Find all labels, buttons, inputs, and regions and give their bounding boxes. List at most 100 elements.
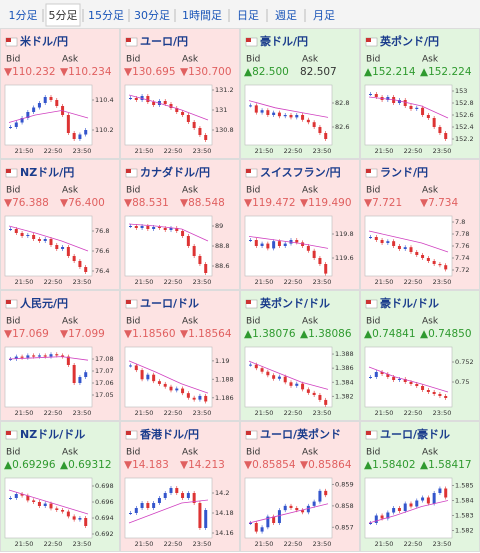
x-tick-label: 21:50 xyxy=(135,278,154,286)
x-tick-label: 21:50 xyxy=(255,278,274,286)
pair-name[interactable]: ユーロ/ドル xyxy=(140,297,199,310)
y-tick-label: 76.6 xyxy=(95,247,109,255)
candle xyxy=(324,133,328,139)
ask-value: ▲0.74850 xyxy=(420,328,472,340)
mini-chart-area[interactable] xyxy=(244,215,333,277)
candle xyxy=(198,395,202,400)
pair-name[interactable]: ランド/円 xyxy=(380,166,428,179)
flag-icon-mark xyxy=(126,169,131,173)
moving-average xyxy=(368,96,449,119)
candle xyxy=(169,228,173,230)
moving-average xyxy=(8,225,89,252)
pair-name[interactable]: 英ポンド/ドル xyxy=(259,296,330,310)
candle xyxy=(444,133,448,139)
x-tick-label: 23:50 xyxy=(433,409,452,417)
ask-value: ▼17.099 xyxy=(60,328,105,340)
candle xyxy=(186,236,190,246)
candle xyxy=(289,505,293,508)
candle xyxy=(169,488,173,493)
bid-value: ▼88.531 xyxy=(124,197,169,209)
y-tick-label: 153 xyxy=(455,87,467,95)
candle xyxy=(386,374,390,377)
y-tick-label: 1.382 xyxy=(335,392,354,400)
tab[interactable]: 30分足 xyxy=(134,9,170,22)
y-tick-label: 1.386 xyxy=(335,364,354,372)
ask-value: ▼130.700 xyxy=(180,66,232,78)
candle xyxy=(146,374,150,380)
bid-label: Bid xyxy=(6,55,20,65)
candle xyxy=(186,115,190,122)
mini-chart-area[interactable] xyxy=(364,84,453,146)
flag-icon-mark xyxy=(366,38,371,42)
mini-chart-area[interactable] xyxy=(124,215,213,277)
mini-chart-area[interactable] xyxy=(364,346,453,408)
candle xyxy=(415,107,419,109)
pair-name[interactable]: スイスフラン/円 xyxy=(260,166,341,179)
pair-name[interactable]: 豪ドル/ドル xyxy=(380,296,439,310)
y-tick-label: 14.16 xyxy=(215,529,234,537)
x-tick-label: 21:50 xyxy=(15,409,34,417)
pair-name[interactable]: NZドル/ドル xyxy=(20,428,85,441)
pair-name[interactable]: 米ドル/円 xyxy=(19,34,68,48)
y-tick-label: 76.8 xyxy=(95,227,109,235)
flag-icon-mark xyxy=(366,431,371,435)
flag-icon-mark xyxy=(246,300,251,304)
pair-name[interactable]: 人民元/円 xyxy=(20,296,68,310)
pair-name[interactable]: カナダドル/円 xyxy=(140,165,210,179)
bid-value: ▲152.214 xyxy=(364,66,416,78)
tab[interactable]: 週足 xyxy=(275,9,297,22)
candle xyxy=(432,493,436,504)
candle xyxy=(140,96,144,100)
candle xyxy=(26,355,30,358)
mini-chart-area[interactable] xyxy=(124,84,213,146)
mini-chart-area[interactable] xyxy=(4,215,93,277)
x-tick-label: 23:50 xyxy=(313,540,332,548)
x-tick-label: 21:50 xyxy=(135,409,154,417)
pair-name[interactable]: ユーロ/英ポンド xyxy=(260,427,341,441)
candle xyxy=(134,508,138,513)
candle xyxy=(84,372,88,377)
bid-value: ▲1.38076 xyxy=(244,328,296,340)
moving-average xyxy=(128,94,209,121)
y-tick-label: 110.4 xyxy=(95,96,114,104)
mini-chart-area[interactable] xyxy=(364,477,453,539)
y-tick-label: 0.75 xyxy=(455,378,469,386)
mini-chart-area[interactable] xyxy=(364,215,453,277)
pair-name[interactable]: ユーロ/円 xyxy=(140,35,188,48)
pair-name[interactable]: 英ポンド/円 xyxy=(379,34,439,48)
candle xyxy=(20,494,24,496)
ask-label: Ask xyxy=(62,55,79,65)
pair-name[interactable]: NZドル/円 xyxy=(20,166,74,179)
tab[interactable]: 日足 xyxy=(237,9,259,22)
pair-name[interactable]: ユーロ/豪ドル xyxy=(380,427,450,441)
ask-label: Ask xyxy=(302,186,319,196)
x-tick-label: 21:50 xyxy=(255,147,274,155)
candle xyxy=(392,508,396,513)
candle xyxy=(55,508,59,510)
ask-value: ▼1.18564 xyxy=(180,328,232,340)
moving-average xyxy=(368,500,449,524)
tab[interactable]: 1時間足 xyxy=(182,9,222,22)
candle xyxy=(272,112,276,115)
y-tick-label: 17.06 xyxy=(95,379,114,387)
tab[interactable]: 5分足 xyxy=(49,9,78,22)
mini-chart-area[interactable] xyxy=(124,346,213,408)
candle xyxy=(134,98,138,100)
tab[interactable]: 月足 xyxy=(313,9,335,22)
pair-name[interactable]: 豪ドル/円 xyxy=(260,34,308,48)
mini-chart-area[interactable] xyxy=(244,477,333,539)
mini-chart-area[interactable] xyxy=(4,477,93,539)
tab[interactable]: 15分足 xyxy=(88,9,124,22)
candle xyxy=(277,112,281,117)
candle xyxy=(169,386,173,391)
candle xyxy=(55,245,59,249)
mini-chart-area[interactable] xyxy=(244,84,333,146)
tab[interactable]: 1分足 xyxy=(9,9,38,22)
y-tick-label: 7.74 xyxy=(455,254,469,262)
candle xyxy=(324,264,328,274)
candle xyxy=(380,372,384,374)
pair-name[interactable]: 香港ドル/円 xyxy=(139,427,199,441)
x-tick-label: 23:50 xyxy=(73,540,92,548)
candle xyxy=(318,258,322,264)
bid-label: Bid xyxy=(6,186,20,196)
